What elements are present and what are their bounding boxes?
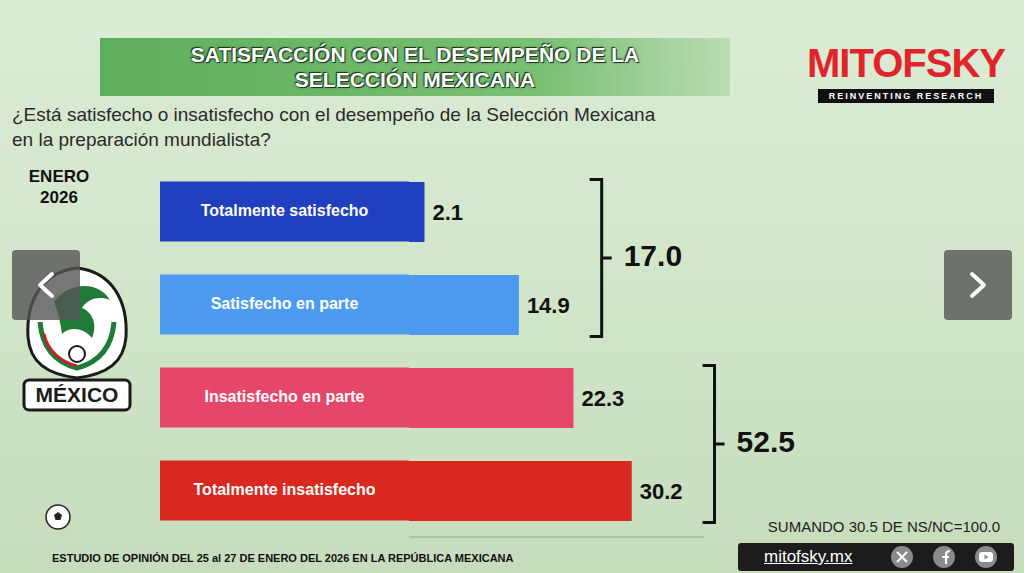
svg-text:Totalmente satisfecho: Totalmente satisfecho — [201, 202, 369, 219]
html-text:¿Está satisfecho o insatisfech: ¿Está satisfecho o insatisfecho con el d… — [12, 104, 656, 150]
svg-text:30.2: 30.2 — [640, 479, 683, 504]
html-text:SATISFACCIÓN CON EL DESEMPEÑO: SATISFACCIÓN CON EL DESEMPEÑO DE LA SELE… — [190, 43, 640, 91]
svg-text:52.5: 52.5 — [737, 425, 795, 458]
html-text:ESTUDIO DE OPINIÓN DEL 25 al 2: ESTUDIO DE OPINIÓN DEL 25 al 27 DE ENERO… — [52, 552, 514, 564]
svg-text:17.0: 17.0 — [624, 239, 682, 272]
svg-text:Totalmente insatisfecho: Totalmente insatisfecho — [194, 481, 376, 498]
svg-text:Insatisfecho en parte: Insatisfecho en parte — [204, 388, 364, 405]
html-text:SUMANDO 30.5 DE NS/NC=100.0: SUMANDO 30.5 DE NS/NC=100.0 — [767, 518, 1000, 535]
svg-text:22.3: 22.3 — [581, 386, 624, 411]
svg-text:Satisfecho en parte: Satisfecho en parte — [211, 295, 359, 312]
svg-text:MÉXICO: MÉXICO — [36, 383, 119, 406]
html-text:mitofsky.mx: mitofsky.mx — [764, 547, 853, 566]
html-text:REINVENTING RESEARCH: REINVENTING RESEARCH — [828, 91, 984, 101]
html-text:ENERO 2026: ENERO 2026 — [28, 167, 90, 207]
svg-text:14.9: 14.9 — [527, 293, 570, 318]
html-text:MITOFSKY: MITOFSKY — [807, 41, 1005, 85]
svg-text:2.1: 2.1 — [432, 200, 463, 225]
